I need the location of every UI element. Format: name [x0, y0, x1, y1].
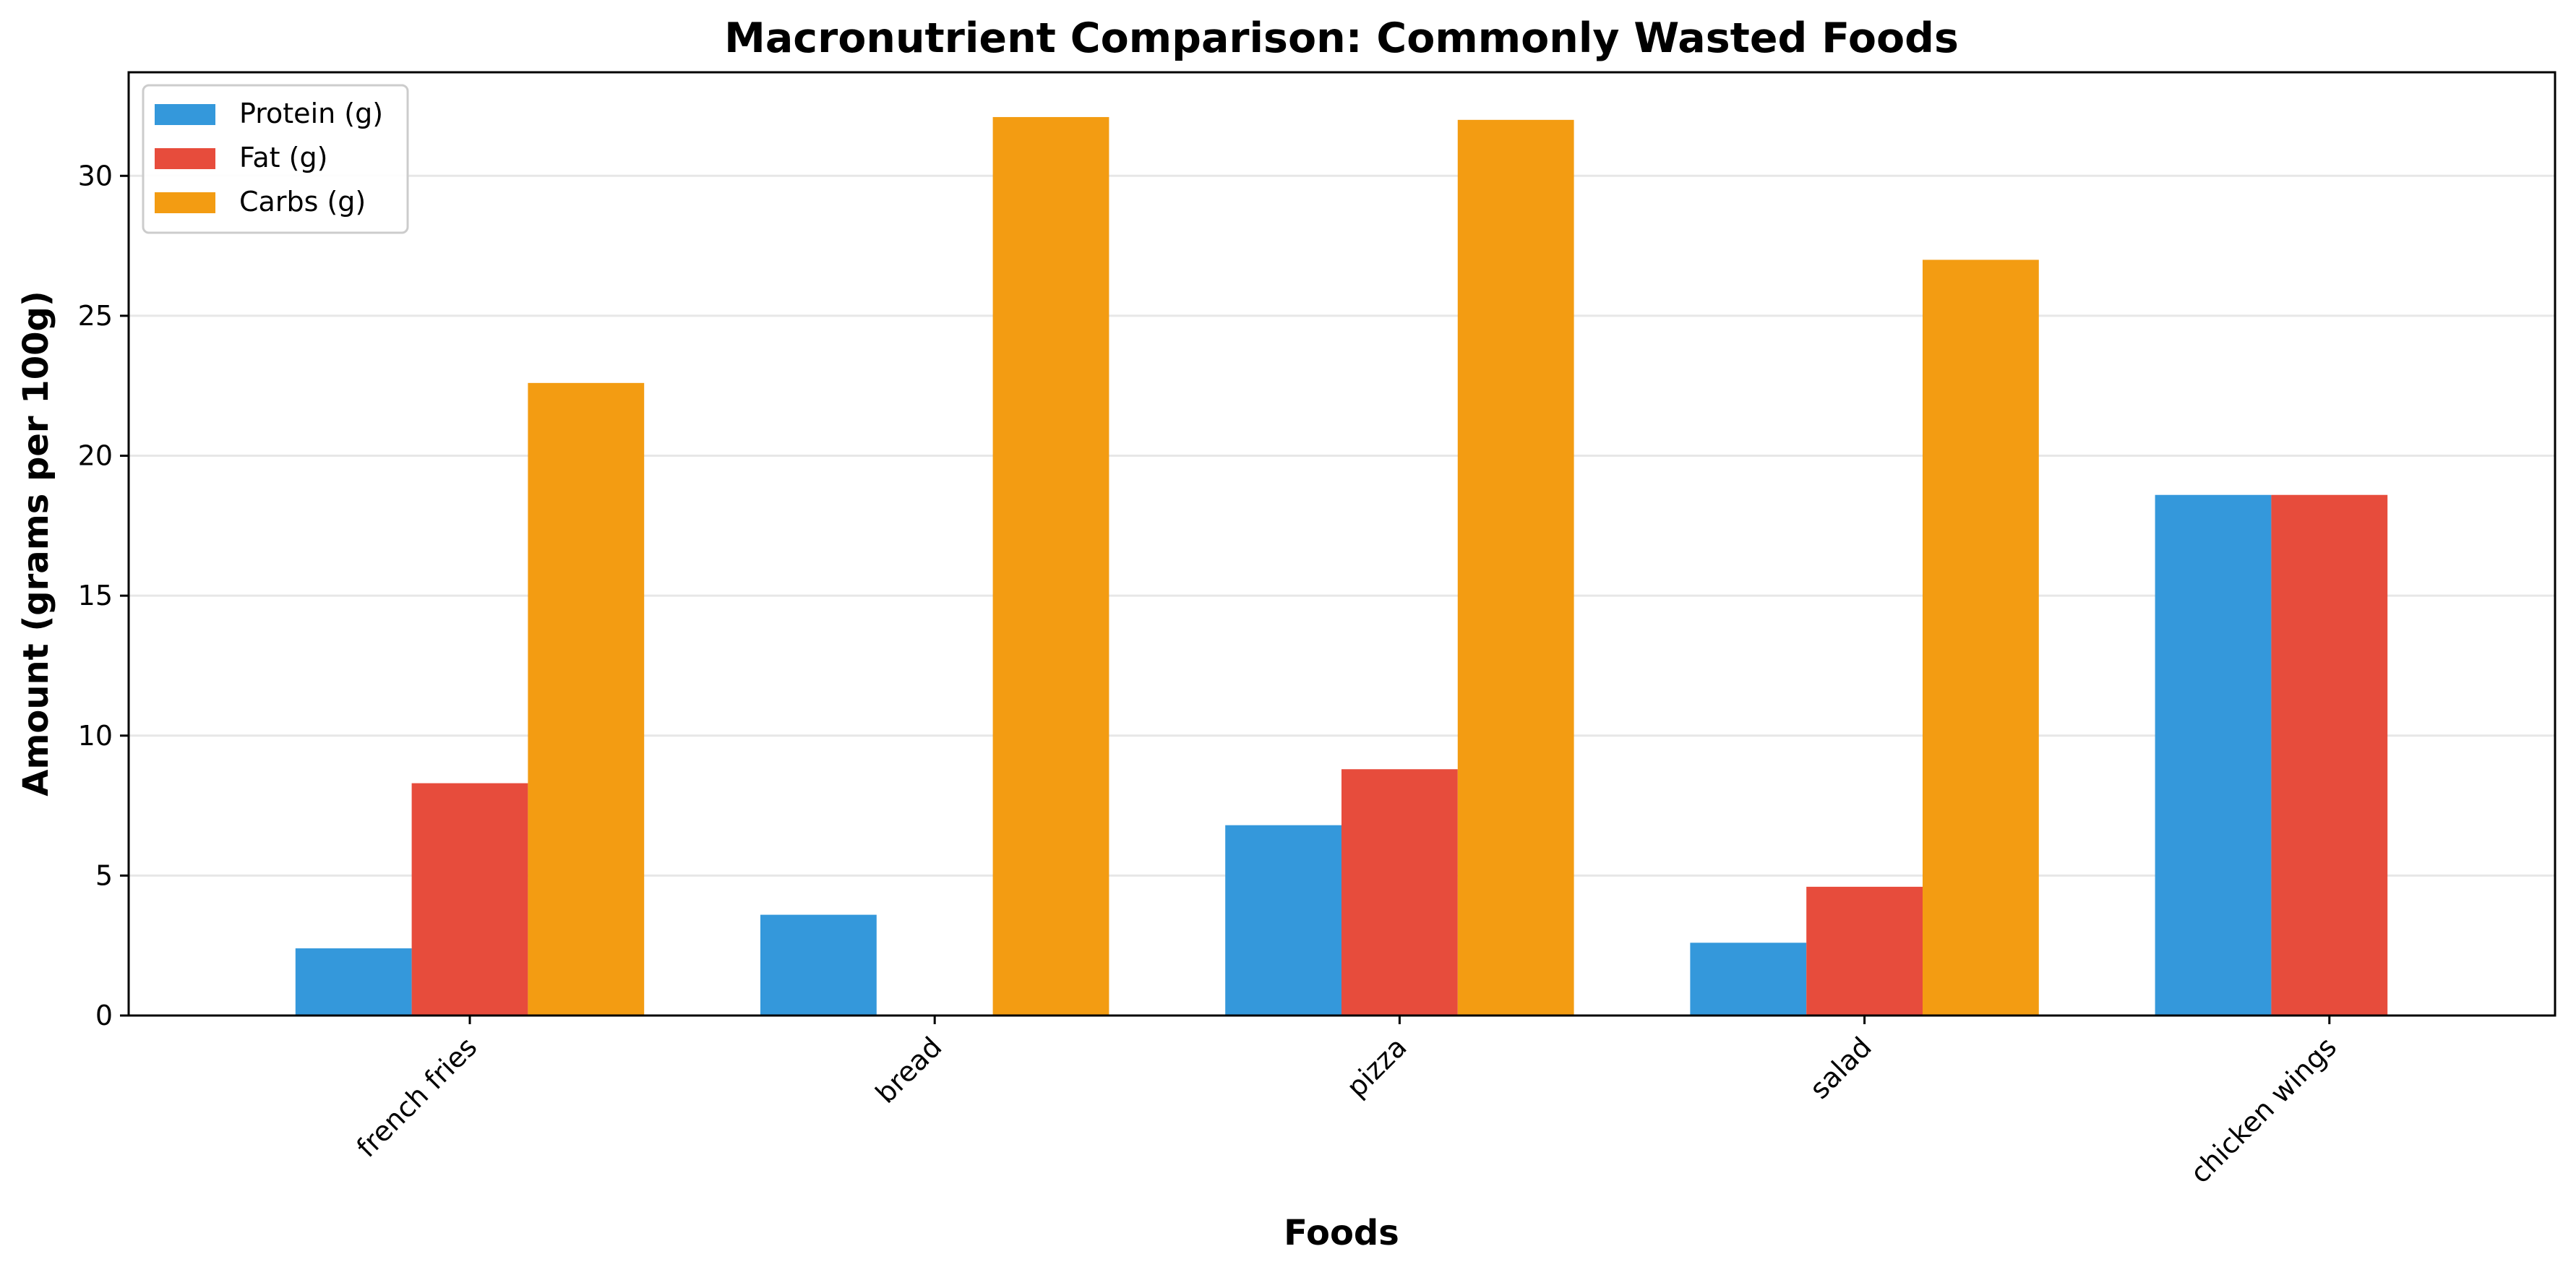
bar-pizza-carbs — [1457, 119, 1574, 1016]
bar-salad-carbs — [1923, 259, 2039, 1016]
legend: Protein (g) Fat (g) Carbs (g) — [142, 84, 409, 234]
bar-bread-protein — [760, 914, 877, 1016]
bar-pizza-protein — [1225, 825, 1341, 1016]
bar-chicken-wings-fat — [2271, 494, 2388, 1016]
legend-label-protein: Protein (g) — [239, 98, 383, 129]
y-tick-label: 10 — [78, 720, 113, 752]
bar-french-fries-fat — [411, 783, 528, 1016]
bar-bread-carbs — [992, 116, 1109, 1016]
plot-frame — [127, 71, 2556, 1017]
y-tick-label: 30 — [78, 160, 113, 192]
bar-salad-protein — [1690, 943, 1807, 1016]
y-tick-label: 20 — [78, 440, 113, 472]
y-axis: 0 5 10 15 20 25 30 — [78, 160, 129, 1031]
bars — [295, 116, 2388, 1016]
y-axis-label: Amount (grams per 100g) — [16, 291, 56, 797]
legend-swatch-fat — [155, 148, 215, 169]
legend-label-fat: Fat (g) — [239, 142, 327, 173]
chart-title: Macronutrient Comparison: Commonly Waste… — [724, 14, 1959, 62]
legend-label-carbs: Carbs (g) — [239, 186, 366, 218]
bar-french-fries-protein — [295, 948, 412, 1016]
bar-salad-fat — [1806, 886, 1923, 1016]
bar-pizza-fat — [1341, 769, 1458, 1016]
y-tick-label: 0 — [95, 1000, 113, 1031]
y-tick-label: 5 — [95, 859, 113, 891]
x-axis-label: Foods — [1284, 1213, 1399, 1253]
legend-swatch-protein — [155, 104, 215, 125]
y-tick-label: 25 — [78, 300, 113, 332]
legend-swatch-carbs — [155, 192, 215, 213]
bar-chicken-wings-protein — [2155, 494, 2272, 1016]
y-tick-label: 15 — [78, 580, 113, 611]
bar-french-fries-carbs — [528, 382, 645, 1016]
